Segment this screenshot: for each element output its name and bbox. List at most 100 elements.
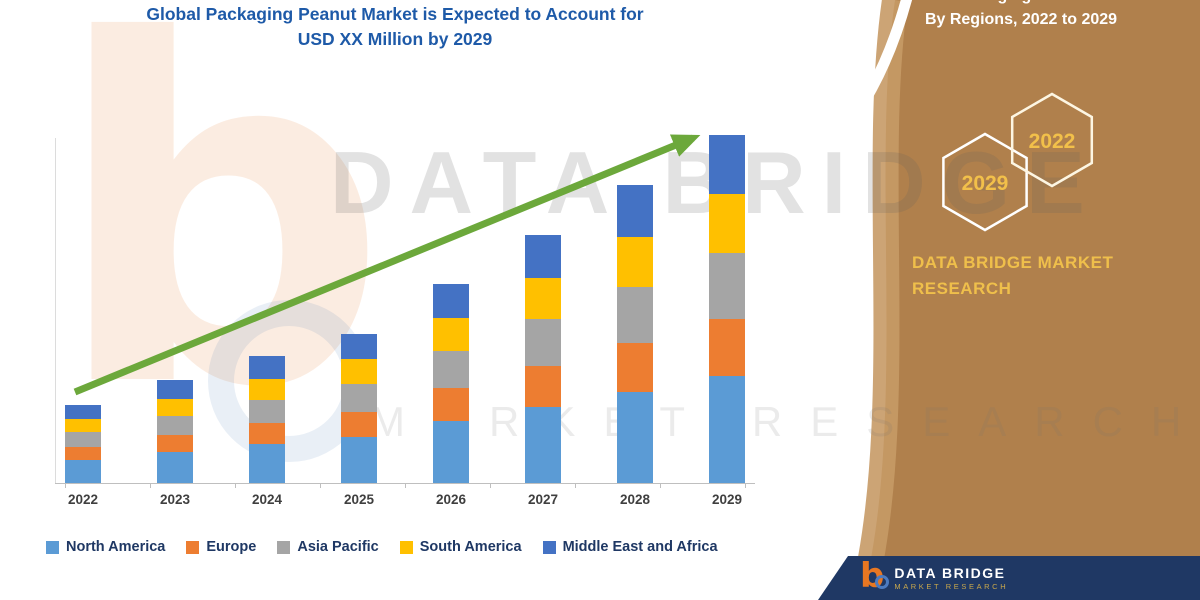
panel-brand-line2: RESEARCH bbox=[912, 279, 1012, 299]
legend-item-europe: Europe bbox=[186, 539, 256, 555]
hexagon-badges: 2029 2022 bbox=[942, 92, 1094, 232]
bar-2023-segment-north-america bbox=[157, 452, 193, 484]
x-axis-tick bbox=[405, 484, 406, 488]
bar-2029-segment-europe bbox=[709, 319, 745, 376]
bar-2022-segment-asia-pacific bbox=[65, 432, 101, 447]
bar-2023 bbox=[157, 380, 193, 484]
bar-2026-segment-middle-east-and-africa bbox=[433, 284, 469, 318]
panel-heading: Global Packaging Peanut Market By Region… bbox=[850, 0, 1192, 29]
x-label-2026: 2026 bbox=[435, 492, 467, 507]
legend-item-middle-east-and-africa: Middle East and Africa bbox=[542, 539, 718, 555]
bars-row bbox=[55, 112, 755, 484]
bar-2028-segment-middle-east-and-africa bbox=[617, 185, 653, 237]
hexagon-2029-label: 2029 bbox=[962, 172, 1009, 195]
bar-2028 bbox=[617, 185, 653, 484]
panel-brand-line1: DATA BRIDGE MARKET bbox=[912, 253, 1114, 272]
bar-2023-segment-middle-east-and-africa bbox=[157, 380, 193, 399]
x-axis-tick bbox=[320, 484, 321, 488]
bar-2023-segment-south-america bbox=[157, 399, 193, 416]
bar-2024-segment-north-america bbox=[249, 444, 285, 484]
panel-heading-line1: Global Packaging Peanut Market bbox=[850, 0, 1192, 5]
bar-2027-segment-middle-east-and-africa bbox=[525, 235, 561, 278]
chart-title-line2: USD XX Million by 2029 bbox=[297, 29, 493, 50]
bar-2029-segment-asia-pacific bbox=[709, 253, 745, 319]
chart-title: Global Packaging Peanut Market is Expect… bbox=[0, 2, 790, 53]
hexagon-2022 bbox=[1010, 92, 1094, 188]
right-panel-content: Global Packaging Peanut Market By Region… bbox=[800, 0, 1200, 600]
bar-2026 bbox=[433, 284, 469, 484]
bar-2028-segment-europe bbox=[617, 343, 653, 392]
panel-brand: DATA BRIDGE MARKET RESEARCH bbox=[912, 250, 1113, 303]
footer-bar: b DATA BRIDGE MARKET RESEARCH bbox=[818, 556, 1200, 600]
hexagon-2029 bbox=[942, 132, 1028, 232]
legend-swatch bbox=[542, 540, 556, 554]
legend-label: South America bbox=[419, 539, 522, 555]
panel-subtitle: By Regions, 2022 to 2029 bbox=[924, 11, 1118, 28]
x-axis-tick bbox=[745, 484, 746, 488]
legend-label: Middle East and Africa bbox=[562, 539, 718, 555]
x-label-2023: 2023 bbox=[159, 492, 191, 507]
bar-2027-segment-asia-pacific bbox=[525, 319, 561, 366]
y-axis-line bbox=[55, 138, 56, 484]
x-axis-line bbox=[55, 483, 755, 484]
hexagon-2022-label: 2022 bbox=[1029, 130, 1076, 153]
bar-2025-segment-europe bbox=[341, 412, 377, 437]
x-axis-tick bbox=[65, 484, 66, 488]
bar-2024-segment-asia-pacific bbox=[249, 400, 285, 423]
legend-swatch bbox=[186, 540, 200, 554]
bar-2028-segment-south-america bbox=[617, 237, 653, 287]
bar-2024-segment-europe bbox=[249, 423, 285, 444]
bar-2024-segment-middle-east-and-africa bbox=[249, 356, 285, 379]
chart-title-line1: Global Packaging Peanut Market is Expect… bbox=[146, 4, 644, 24]
bar-2029-segment-south-america bbox=[709, 194, 745, 253]
bar-2022-segment-europe bbox=[65, 447, 101, 460]
legend-label: North America bbox=[66, 539, 166, 555]
legend-swatch bbox=[46, 540, 59, 554]
x-axis-tick bbox=[235, 484, 236, 488]
bar-2025-segment-middle-east-and-africa bbox=[341, 334, 377, 359]
x-label-2029: 2029 bbox=[711, 492, 743, 507]
bar-2026-segment-asia-pacific bbox=[433, 351, 469, 388]
bar-2023-segment-asia-pacific bbox=[157, 416, 193, 435]
x-label-2025: 2025 bbox=[343, 492, 375, 507]
legend-swatch bbox=[399, 540, 413, 554]
footer-logo-icon: b bbox=[860, 556, 890, 596]
bar-2022-segment-north-america bbox=[65, 460, 101, 484]
legend-item-south-america: South America bbox=[399, 539, 522, 555]
legend-item-north-america: North America bbox=[46, 539, 165, 555]
bar-2026-segment-europe bbox=[433, 388, 469, 421]
bar-2026-segment-south-america bbox=[433, 318, 469, 351]
bar-2027-segment-north-america bbox=[525, 407, 561, 484]
stacked-bar-chart: 2022 2023 2024 2025 2026 2027 2028 2029 bbox=[55, 112, 755, 512]
bar-2024-segment-south-america bbox=[249, 379, 285, 400]
legend-label: Asia Pacific bbox=[297, 539, 379, 555]
right-panel-background bbox=[800, 0, 1200, 600]
bar-2027 bbox=[525, 235, 561, 484]
bar-2028-segment-north-america bbox=[617, 392, 653, 484]
bar-2025 bbox=[341, 334, 377, 484]
bar-2022-segment-middle-east-and-africa bbox=[65, 405, 101, 419]
bar-2029-segment-north-america bbox=[709, 376, 745, 484]
x-axis-tick bbox=[150, 484, 151, 488]
x-axis-tick bbox=[660, 484, 661, 488]
bar-2023-segment-europe bbox=[157, 435, 193, 452]
legend-label: Europe bbox=[206, 539, 257, 555]
x-axis-labels: 2022 2023 2024 2025 2026 2027 2028 2029 bbox=[55, 492, 755, 512]
bar-2027-segment-south-america bbox=[525, 278, 561, 319]
footer-sub-brand: MARKET RESEARCH bbox=[894, 581, 1009, 591]
x-axis-tick bbox=[575, 484, 576, 488]
bar-2025-segment-asia-pacific bbox=[341, 384, 377, 412]
legend-item-asia-pacific: Asia Pacific bbox=[277, 539, 379, 555]
bar-2025-segment-south-america bbox=[341, 359, 377, 384]
x-label-2024: 2024 bbox=[251, 492, 283, 507]
footer-brand: DATA BRIDGE bbox=[894, 565, 1006, 582]
bar-2029-segment-middle-east-and-africa bbox=[709, 135, 745, 194]
legend-swatch bbox=[277, 540, 291, 554]
bar-2028-segment-asia-pacific bbox=[617, 287, 653, 343]
x-label-2028: 2028 bbox=[619, 492, 651, 507]
bar-2027-segment-europe bbox=[525, 366, 561, 407]
bar-2024 bbox=[249, 356, 285, 484]
x-label-2022: 2022 bbox=[67, 492, 99, 507]
bar-2022-segment-south-america bbox=[65, 419, 101, 432]
